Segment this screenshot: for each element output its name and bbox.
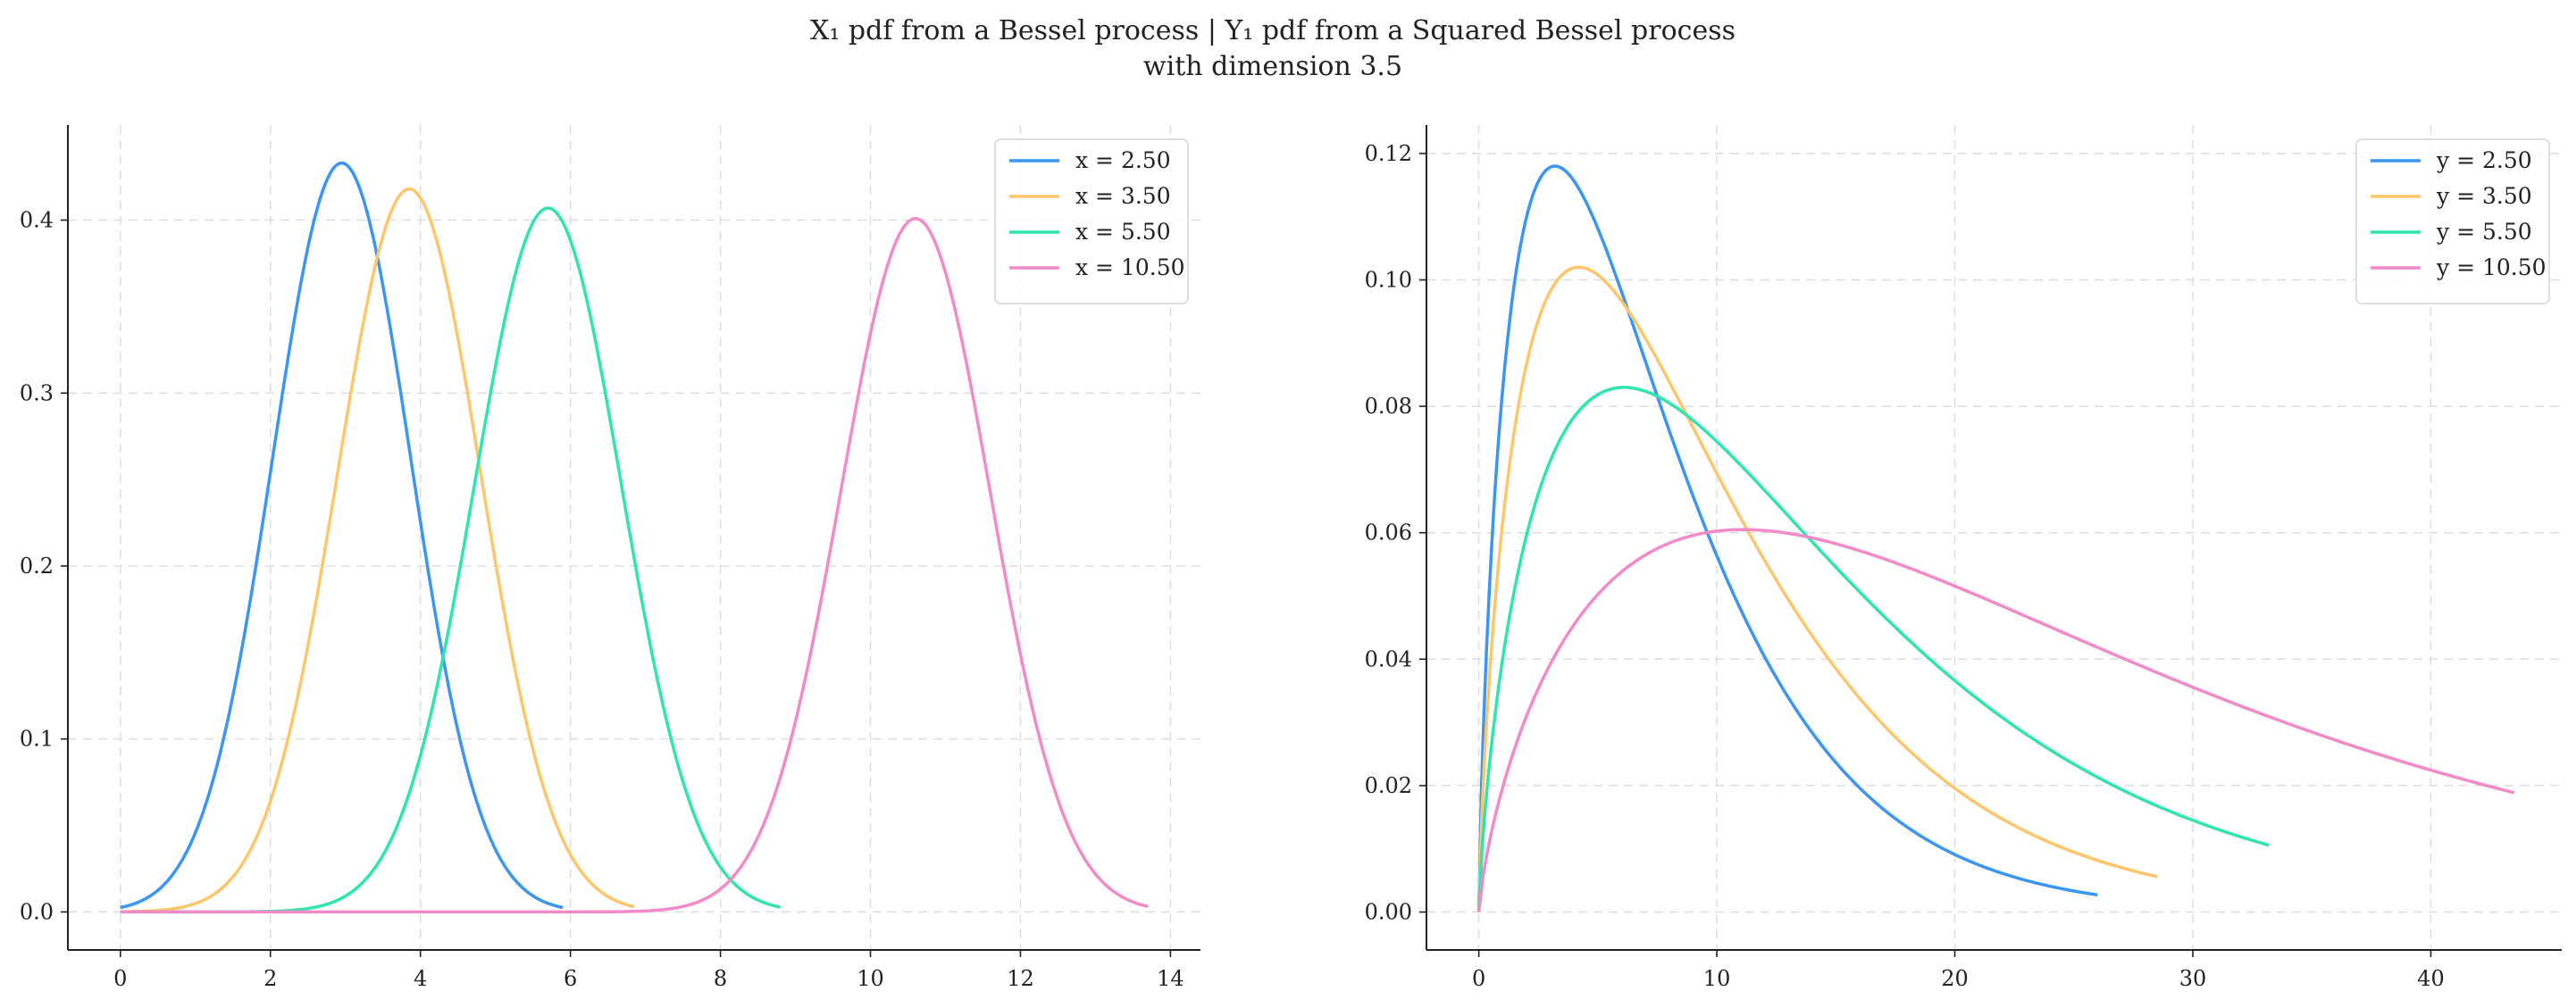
left-y-tick-label: 0.3 (20, 380, 54, 405)
right-legend-label-0: y = 2.50 (2436, 147, 2532, 173)
left-y-tick-label: 0.1 (20, 727, 54, 752)
left-x-tick-label: 4 (414, 966, 427, 991)
right-y-tick-label: 0.08 (1365, 394, 1412, 419)
right-series-line-3 (1476, 528, 2515, 912)
left-x-tick-label: 10 (857, 966, 884, 991)
right-y-tick-label: 0.02 (1365, 773, 1412, 798)
right-y-tick-label: 0.06 (1365, 521, 1412, 546)
left-x-tick-label: 6 (564, 966, 577, 991)
right-x-tick-label: 0 (1472, 966, 1485, 991)
right-y-tick-label: 0.12 (1365, 141, 1412, 166)
left-series-line-3 (120, 216, 1149, 914)
figure-title-line-2: with dimension 3.5 (1143, 51, 1402, 82)
left-legend-box (994, 138, 1189, 304)
right-legend: y = 2.50 y = 3.50 y = 5.50 y = 10.50 (2355, 138, 2550, 304)
left-series-line-2 (120, 206, 782, 914)
right-series-line-1 (1476, 265, 2158, 912)
left-y-tick-label: 0.4 (20, 208, 54, 233)
left-legend: x = 2.50 x = 3.50 x = 5.50 x = 10.50 (994, 138, 1189, 304)
right-series-line-2 (1476, 386, 2270, 912)
left-series-line-0 (120, 161, 564, 910)
left-x-tick-label: 8 (714, 966, 727, 991)
right-legend-label-1: y = 3.50 (2436, 183, 2532, 209)
right-x-tick-label: 30 (2179, 966, 2207, 991)
left-x-tick-label: 2 (263, 966, 277, 991)
right-series-line-0 (1476, 164, 2098, 912)
left-x-tick-label: 0 (113, 966, 127, 991)
left-legend-label-2: x = 5.50 (1075, 219, 1171, 245)
left-y-tick-label: 0.0 (20, 899, 54, 924)
squared-bessel-pdf-panel: 0 10 20 30 40 0.00 0.02 0.04 0.06 0.08 0.10 0.12 y =… (1365, 125, 2562, 991)
right-x-tick-label: 20 (1941, 966, 1969, 991)
bessel-pdf-panel: 0 2 4 6 8 10 12 14 0.0 0.1 0.2 0.3 0.4 x = 2.50 x = 3.… (20, 125, 1200, 991)
left-x-tick-label: 12 (1007, 966, 1034, 991)
right-x-tick-label: 10 (1703, 966, 1731, 991)
right-legend-label-2: y = 5.50 (2436, 219, 2532, 245)
right-legend-label-3: y = 10.50 (2436, 254, 2547, 280)
right-x-tick-label: 40 (2417, 966, 2445, 991)
left-x-tick-label: 14 (1157, 966, 1184, 991)
right-y-tick-label: 0.04 (1365, 646, 1412, 671)
right-legend-box (2355, 138, 2550, 304)
right-y-tick-label: 0.10 (1365, 267, 1412, 292)
right-y-tick-label: 0.00 (1365, 900, 1412, 925)
left-legend-label-1: x = 3.50 (1075, 183, 1171, 209)
left-y-tick-label: 0.2 (20, 554, 54, 579)
left-series-line-1 (120, 187, 635, 913)
left-legend-label-0: x = 2.50 (1075, 147, 1171, 173)
figure-title-line-1: X₁ pdf from a Bessel process | Y₁ pdf fr… (810, 15, 1735, 46)
left-legend-label-3: x = 10.50 (1075, 254, 1185, 280)
